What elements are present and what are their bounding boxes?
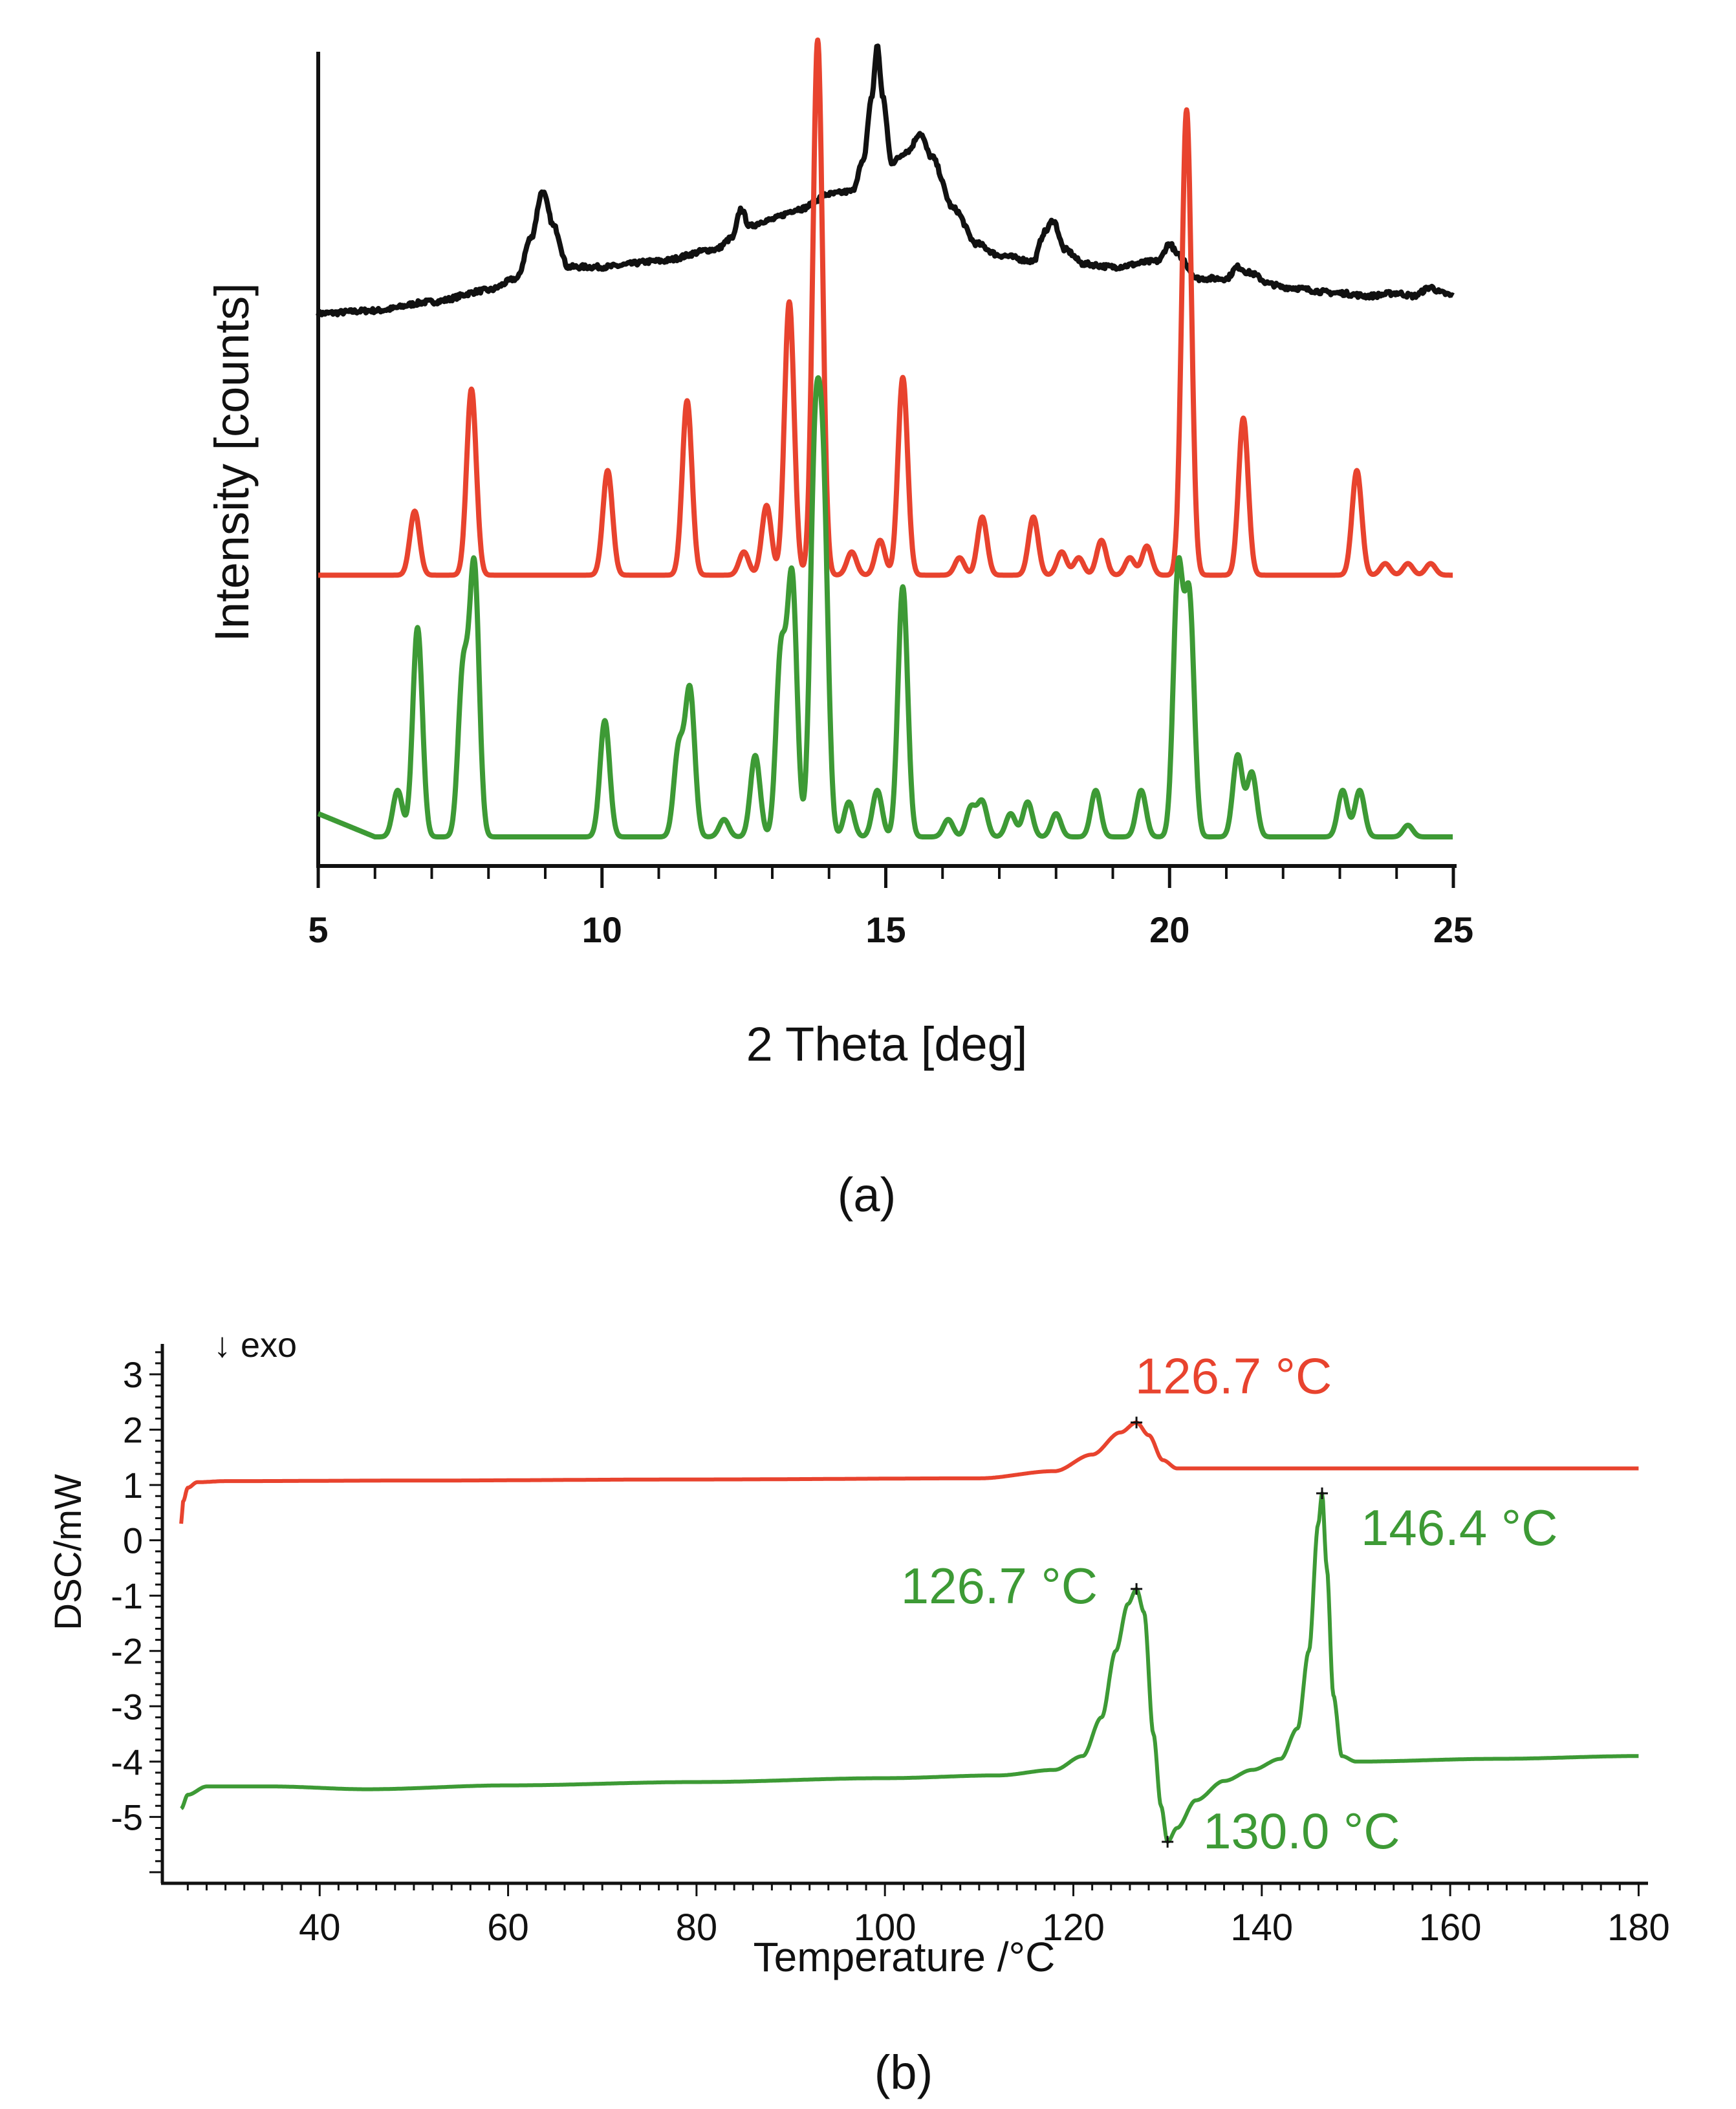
dsc-y-ticks [149,1351,162,1874]
dsc-y-tick-label: 2 [123,1410,143,1451]
dsc-x-tick-label: 160 [1419,1907,1482,1949]
dsc-x-ticks [186,1883,1640,1896]
dsc-y-tick-label: -2 [111,1631,143,1672]
panel-a-caption: (a) [838,1168,896,1222]
dsc-y-tick-label: 0 [123,1520,143,1561]
dsc-x-tick-label: 40 [299,1907,341,1949]
xrd-pattern-1-black [316,43,1455,318]
dsc-x-tick-label: 120 [1042,1907,1105,1949]
xrd-x-tick-labels: 5 10 15 20 25 [308,909,1473,950]
dsc-peak-marker [1162,1835,1174,1848]
xrd-x-ticks [316,866,1455,888]
xrd-x-tick-label: 20 [1149,909,1189,950]
dsc-peak-label: 126.7 °C [901,1557,1098,1614]
dsc-y-tick-label: -3 [111,1686,143,1727]
xrd-pattern-3-green [316,375,1455,839]
dsc-panel: 3 2 1 0 -1 -2 -3 -4 -5 40 60 80 100 120 140 160 180 126… [47,1326,1670,2099]
dsc-exo-annotation: ↓ exo [213,1326,297,1365]
dsc-x-axis-label: Temperature /°C [754,1934,1056,1980]
dsc-peak-marker [1131,1416,1143,1429]
dsc-y-tick-label: 3 [123,1354,143,1395]
dsc-x-tick-label: 80 [676,1907,718,1949]
dsc-peak-labels: 126.7 °C 126.7 °C 146.4 °C 130.0 °C [901,1347,1558,1859]
dsc-y-tick-label: 1 [123,1465,143,1506]
dsc-dsc-green [180,1491,1640,1844]
dsc-y-tick-label: -4 [111,1742,143,1782]
dsc-peak-label: 126.7 °C [1135,1347,1332,1404]
xrd-y-axis-label: Intensity [counts] [205,283,259,642]
dsc-y-axis-label: DSC/mW [47,1474,89,1630]
dsc-x-tick-label: 140 [1230,1907,1293,1949]
xrd-x-tick-label: 15 [865,909,906,950]
xrd-pattern-2-red [316,38,1455,578]
dsc-y-tick-label: -5 [111,1797,143,1837]
xrd-series-group [316,38,1455,839]
dsc-x-tick-labels: 40 60 80 100 120 140 160 180 [299,1907,1670,1949]
dsc-y-tick-labels: 3 2 1 0 -1 -2 -3 -4 -5 [111,1354,143,1837]
dsc-series-group [179,1416,1640,1848]
panel-b-caption: (b) [874,2046,933,2099]
dsc-x-tick-label: 60 [487,1907,529,1949]
xrd-x-tick-label: 10 [582,909,622,950]
dsc-x-tick-label: 100 [854,1907,917,1949]
dsc-peak-marker [1131,1583,1143,1595]
dsc-dsc-red [179,1420,1640,1524]
xrd-panel: 5 10 15 20 25 2 Theta [deg] Intensity [count… [205,38,1473,1222]
dsc-x-tick-label: 180 [1607,1907,1670,1949]
xrd-x-tick-label: 5 [308,909,328,950]
dsc-peak-label: 130.0 °C [1203,1802,1400,1859]
dsc-peak-marker [1316,1487,1329,1499]
xrd-x-tick-label: 25 [1433,909,1473,950]
dsc-peak-label: 146.4 °C [1361,1499,1557,1556]
xrd-x-axis-label: 2 Theta [deg] [746,1017,1028,1071]
dsc-y-tick-label: -1 [111,1575,143,1616]
